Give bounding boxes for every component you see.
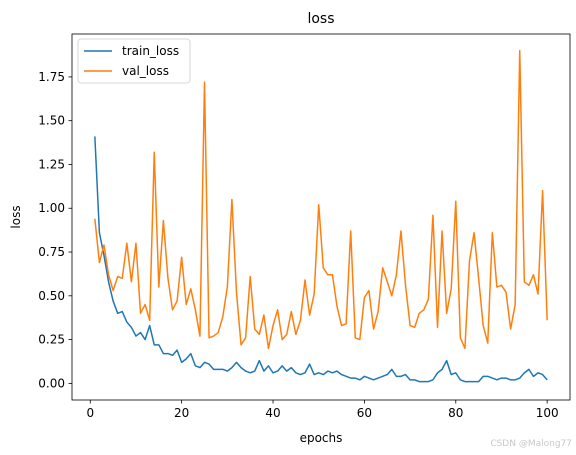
plot-area [72, 34, 570, 400]
y-tick-label: 0.50 [38, 289, 65, 303]
x-tick-label: 80 [448, 406, 463, 420]
series-line-val-loss [94, 49, 548, 350]
y-axis-ticks: 0.00 0.25 0.50 0.75 1.00 1.25 1.50 1.75 [38, 70, 72, 390]
x-tick-label: 100 [536, 406, 559, 420]
legend-frame [77, 38, 191, 84]
watermark: CSDN @Malong77 [490, 439, 572, 449]
legend-label-train-loss: train_loss [122, 44, 179, 58]
y-tick-label: 1.25 [38, 157, 65, 171]
x-axis-label: epochs [300, 431, 343, 445]
legend-label-val-loss: val_loss [122, 64, 169, 78]
y-tick-label: 0.25 [38, 333, 65, 347]
y-tick-label: 0.00 [38, 376, 65, 390]
x-axis-ticks: 0 20 40 60 80 100 [86, 400, 559, 420]
chart-title: loss [307, 11, 334, 27]
y-axis-label: loss [9, 205, 23, 228]
x-tick-label: 60 [357, 406, 372, 420]
y-tick-label: 1.75 [38, 70, 65, 84]
x-tick-label: 0 [86, 406, 94, 420]
series-line-train-loss [94, 136, 548, 383]
y-tick-label: 0.75 [38, 245, 65, 259]
legend: train_loss val_loss [77, 38, 191, 84]
y-tick-label: 1.50 [38, 114, 65, 128]
x-tick-label: 20 [174, 406, 189, 420]
y-tick-label: 1.00 [38, 201, 65, 215]
plot-frame [71, 33, 571, 401]
x-tick-label: 40 [265, 406, 280, 420]
series-layer [94, 49, 548, 383]
